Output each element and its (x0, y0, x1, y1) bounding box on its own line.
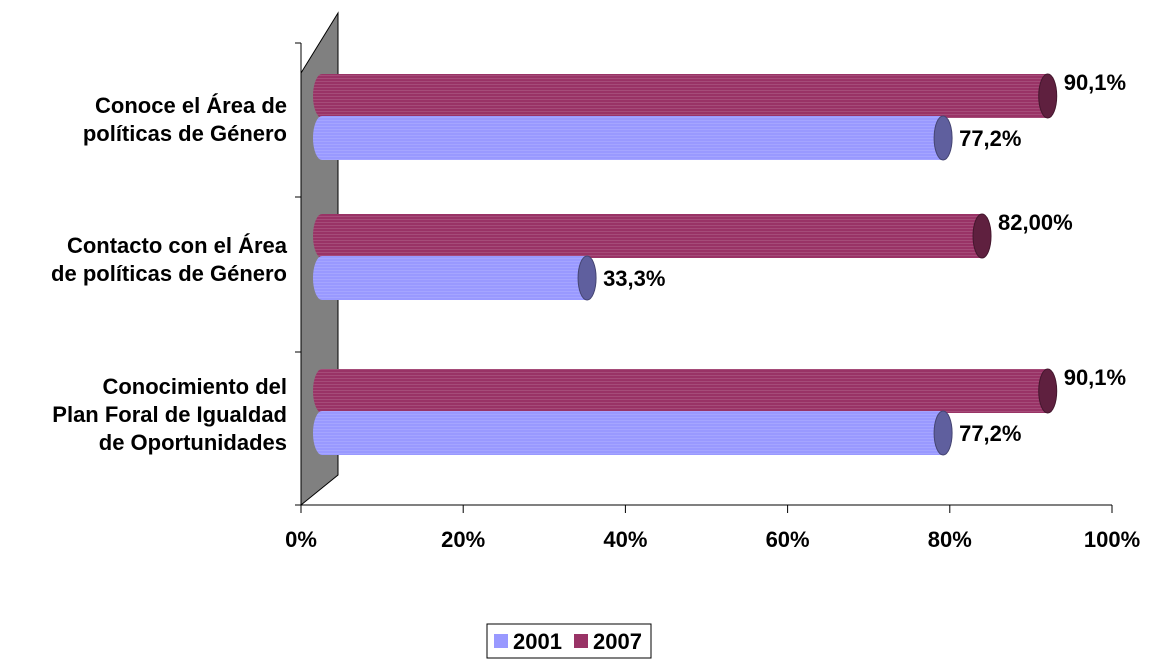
data-label: 33,3% (603, 266, 665, 291)
bar-texture (313, 369, 1048, 413)
x-tick-label: 20% (441, 527, 485, 552)
bar-texture (313, 214, 983, 258)
category-label: Contacto con el Área de políticas de Géne… (51, 233, 288, 286)
data-label: 90,1% (1064, 365, 1126, 390)
bar-2007 (313, 213, 992, 259)
category-label: Conoce el Área de políticas de Género (83, 93, 287, 146)
legend-label-2007: 2007 (593, 629, 642, 654)
category-label: Conocimiento del Plan Foral de Igualdad de… (52, 374, 287, 455)
legend-box (486, 623, 652, 659)
bar-2001 (313, 410, 953, 456)
bar-texture (313, 411, 944, 455)
x-tick-label: 0% (285, 527, 317, 552)
data-label: 77,2% (959, 421, 1021, 446)
x-tick-label: 100% (1084, 527, 1140, 552)
bar-texture (313, 74, 1048, 118)
legend-swatch-2007 (574, 634, 588, 648)
bar-cap (1038, 368, 1058, 414)
bar-texture (313, 256, 588, 300)
bar-2001 (313, 255, 597, 301)
legend-label-2001: 2001 (513, 629, 562, 654)
bar-2007 (313, 73, 1058, 119)
bar-cap (933, 115, 953, 161)
bar-2001 (313, 115, 953, 161)
bar-texture (313, 116, 944, 160)
data-label: 82,00% (998, 210, 1073, 235)
data-label: 77,2% (959, 126, 1021, 151)
x-tick-label: 40% (603, 527, 647, 552)
x-tick-label: 60% (766, 527, 810, 552)
data-label: 90,1% (1064, 70, 1126, 95)
bar-cap (577, 255, 597, 301)
bar-cap (1038, 73, 1058, 119)
bar-2007 (313, 368, 1058, 414)
legend-swatch-2001 (494, 634, 508, 648)
bar-cap (933, 410, 953, 456)
bar-cap (972, 213, 992, 259)
x-tick-label: 80% (928, 527, 972, 552)
